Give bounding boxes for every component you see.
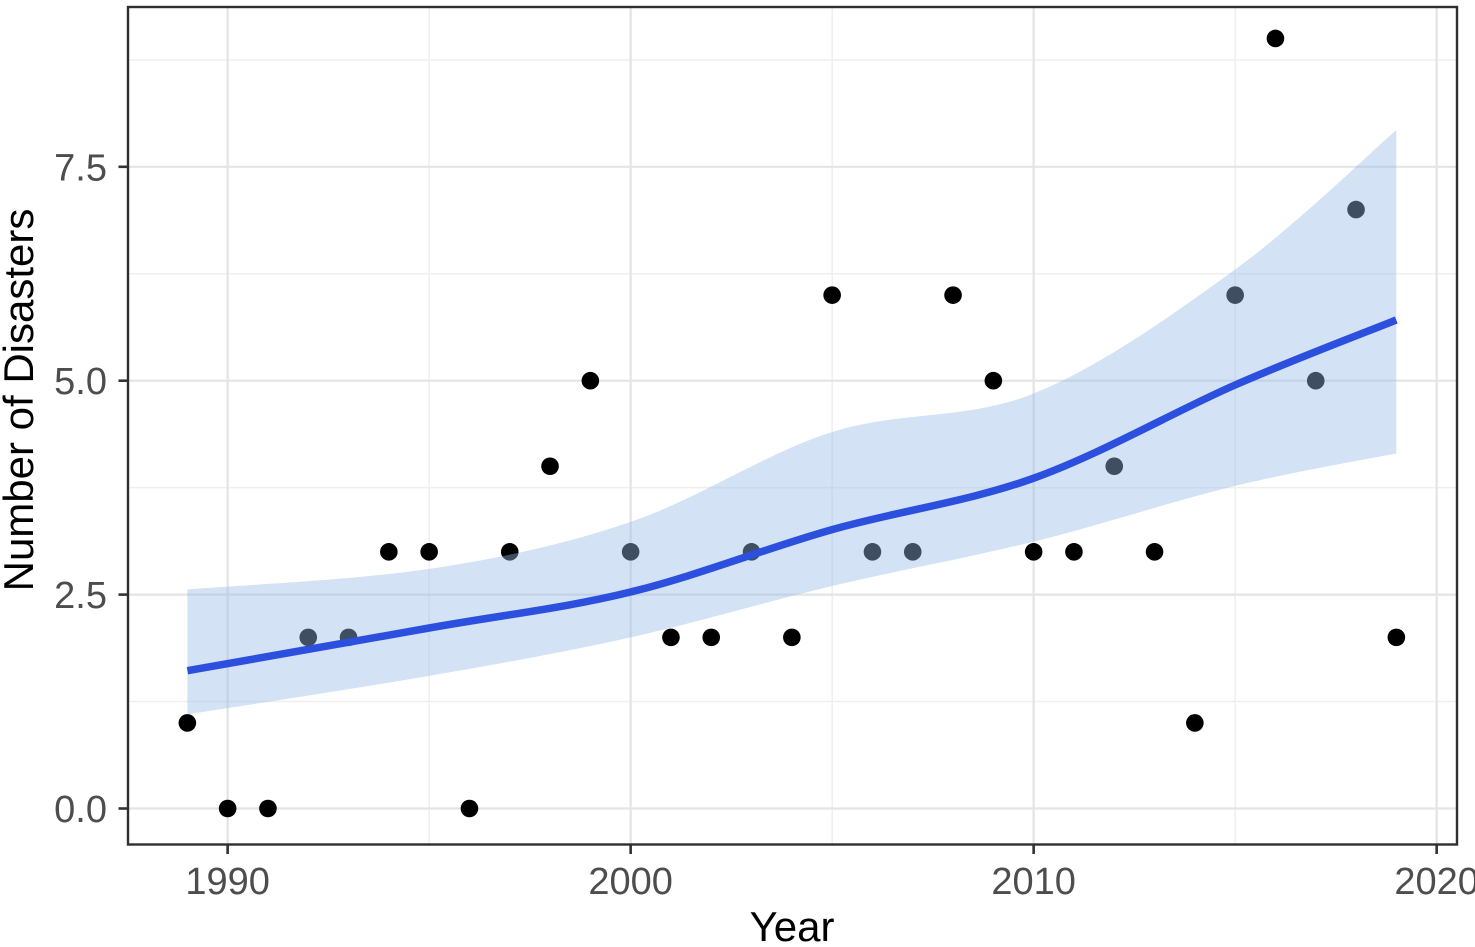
- x-axis-title: Year: [750, 903, 835, 947]
- major-gridlines-layer: [128, 7, 1457, 845]
- data-point: [903, 543, 922, 561]
- data-point: [581, 371, 600, 390]
- data-point: [823, 286, 841, 304]
- data-point: [1145, 543, 1164, 561]
- data-point: [299, 628, 318, 647]
- x-tick-label: 2020: [1394, 861, 1475, 903]
- data-point: [1387, 628, 1406, 647]
- data-point: [621, 543, 640, 561]
- data-points-layer: [178, 29, 1406, 818]
- data-point: [178, 714, 197, 732]
- tick-labels-layer: 1990 2000 2010 2020 0.0 2.5 5.0 7.5: [54, 147, 1475, 903]
- y-tick-label: 2.5: [54, 575, 107, 617]
- x-tick-label: 2010: [991, 861, 1076, 903]
- y-tick-label: 7.5: [54, 147, 107, 189]
- x-tick-label: 2000: [588, 861, 673, 903]
- data-point: [1186, 714, 1204, 732]
- data-point: [218, 799, 237, 818]
- confidence-band: [187, 130, 1397, 715]
- trend-line: [186, 316, 1398, 675]
- data-point: [944, 286, 962, 304]
- axis-ticks-layer: [118, 165, 1438, 854]
- panel-border: [126, 5, 1459, 846]
- data-point: [984, 371, 1003, 390]
- data-point: [1266, 29, 1285, 48]
- data-point: [500, 543, 519, 561]
- data-point: [1306, 371, 1325, 390]
- data-point: [1347, 200, 1365, 219]
- x-tick-label: 1990: [185, 861, 270, 903]
- data-point: [662, 628, 680, 647]
- y-tick-label: 0.0: [54, 789, 107, 831]
- y-tick-label: 5.0: [54, 361, 107, 403]
- data-point: [702, 628, 721, 647]
- data-point: [460, 799, 479, 818]
- minor-gridlines-layer: [128, 7, 1457, 845]
- y-axis-title: Number of Disasters: [0, 209, 42, 592]
- data-point: [1065, 543, 1083, 561]
- data-point: [783, 628, 801, 647]
- data-point: [1024, 543, 1043, 561]
- data-point: [541, 457, 559, 476]
- data-point: [863, 543, 882, 561]
- data-point: [259, 799, 277, 818]
- data-point: [1105, 457, 1124, 476]
- data-point: [1226, 286, 1244, 304]
- data-point: [420, 543, 438, 561]
- data-point: [380, 543, 398, 561]
